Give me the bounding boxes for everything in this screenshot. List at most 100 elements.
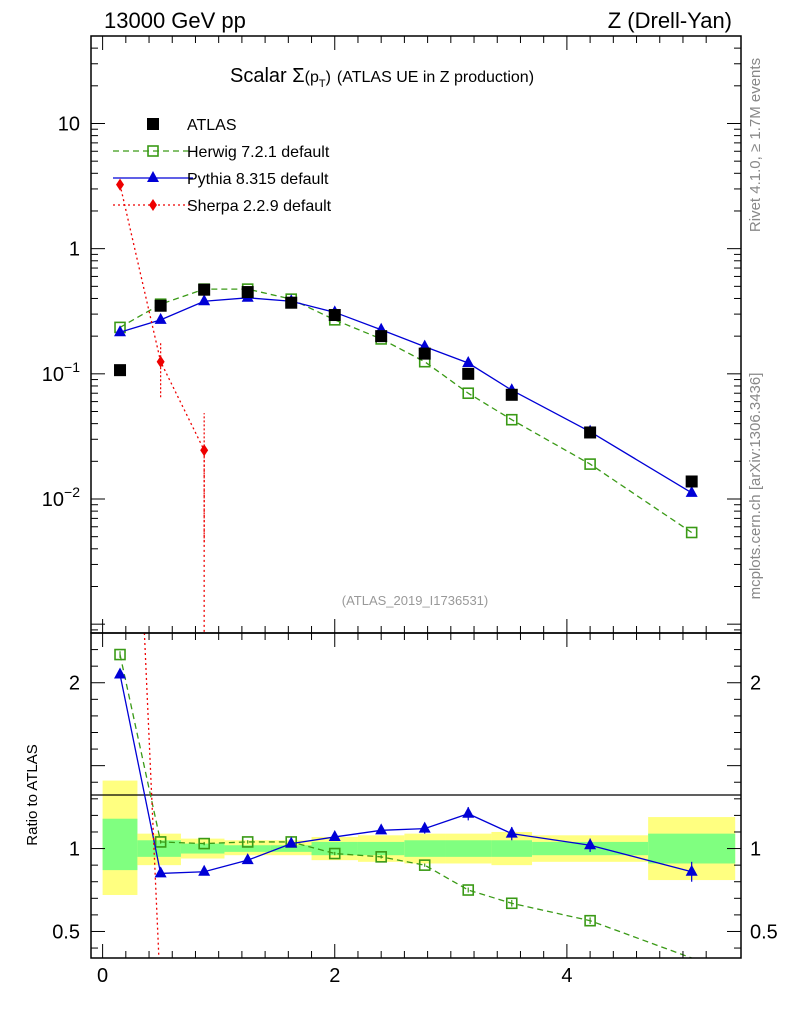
ratio-point [154, 866, 167, 878]
ratio-y-tick-label: 2 [69, 673, 80, 695]
title-paren-close: ) [326, 69, 331, 86]
y-tick-exp: −1 [64, 359, 80, 375]
ratio-line [119, 654, 692, 959]
legend-entry-pythia: Pythia 8.315 default [113, 171, 329, 188]
ratio-point [154, 836, 167, 848]
data-point [200, 444, 209, 457]
ratio-point [198, 837, 210, 850]
ratio-point [241, 853, 254, 865]
legend-label: Herwig 7.2.1 default [187, 144, 330, 161]
ratio-band-green [445, 840, 492, 857]
ratio-point [505, 826, 518, 838]
y-tick-label: 1 [69, 239, 80, 261]
data-point [116, 178, 125, 191]
ratio-point [462, 806, 475, 818]
data-point [198, 294, 211, 306]
legend-marker [147, 145, 159, 157]
ratio-band-green [404, 840, 446, 857]
y-tick-label: 10−2 [42, 484, 80, 511]
legend-label: ATLAS [187, 117, 237, 134]
series-line [119, 288, 693, 534]
title-prefix: Scalar [230, 65, 292, 87]
data-point [418, 347, 431, 360]
ratio-band-green [137, 840, 181, 857]
series-sherpa [116, 178, 209, 633]
data-point [685, 475, 698, 488]
title-suffix: (ATLAS UE in Z production) [337, 69, 534, 86]
ratio-series-herwig [114, 648, 692, 959]
y-tick-base: 10 [42, 489, 64, 511]
ratio-y-tick-label-right: 2 [750, 673, 761, 695]
series-atlas [114, 283, 698, 488]
legend-marker [149, 199, 157, 211]
ratio-line [119, 674, 692, 875]
data-point [285, 296, 298, 309]
ratio-band-green [224, 845, 271, 852]
ratio-y-tick-label-right: 1 [750, 839, 761, 861]
legend-label: Pythia 8.315 default [187, 171, 329, 188]
data-point [505, 413, 518, 426]
ratio-point [375, 823, 388, 835]
data-point [328, 309, 341, 322]
ratio-band-green [102, 818, 138, 871]
ratio-point [114, 648, 126, 661]
side-label-bottom: mcplots.cern.ch [arXiv:1306.3436] [747, 373, 764, 600]
data-point [154, 299, 167, 312]
ratio-point [418, 859, 431, 871]
ratio-line-sherpa [143, 632, 160, 959]
ratio-band-green [648, 833, 736, 864]
legend-entry-herwig: Herwig 7.2.1 default [113, 144, 330, 161]
ratio-point [584, 914, 596, 927]
ratio-point [375, 851, 387, 863]
data-point [114, 364, 127, 377]
ratio-point [328, 847, 341, 860]
data-point [462, 387, 475, 400]
title-sub: T [319, 78, 326, 90]
x-tick-label: 4 [561, 965, 572, 987]
x-tick-label: 2 [329, 965, 340, 987]
ratio-band-green [491, 840, 533, 857]
ratio-band-green [357, 841, 405, 856]
series-line [119, 297, 693, 494]
ratio-point [241, 836, 254, 848]
ratio-frame [90, 632, 742, 959]
series-herwig [114, 283, 698, 539]
data-point [584, 426, 597, 439]
data-point [154, 312, 167, 324]
y-tick-label: 10−1 [42, 359, 80, 386]
ratio-series-pythia [114, 667, 698, 882]
x-tick-label: 0 [97, 965, 108, 987]
ratio-panel: 0 2 4 0.5 0.5 1 1 2 2 Ratio to ATLAS [24, 632, 778, 987]
legend-marker [147, 171, 159, 182]
header-right: Z (Drell-Yan) [608, 8, 732, 33]
ratio-y-tick-label-right: 0.5 [750, 921, 778, 943]
ratio-point [462, 884, 475, 896]
chart-title: Scalar Σ(pT) (ATLAS UE in Z production) [230, 65, 534, 90]
ratio-y-tick-label: 0.5 [52, 921, 80, 943]
ratio-point [685, 864, 698, 876]
ratio-band-green [270, 845, 312, 852]
ratio-point [114, 667, 127, 679]
data-point [375, 330, 388, 343]
y-tick-exp: −2 [64, 484, 80, 500]
data-point [114, 325, 127, 337]
data-point [462, 367, 475, 380]
data-point [685, 526, 698, 539]
data-point [462, 356, 475, 368]
data-point [156, 355, 165, 368]
analysis-ref-label: (ATLAS_2019_I1736531) [342, 593, 488, 608]
header-left: 13000 GeV pp [104, 8, 246, 33]
ratio-point [505, 897, 518, 910]
legend-entry-atlas: ATLAS [147, 117, 237, 134]
y-tick-label: 10 [58, 113, 80, 135]
legend-marker [147, 118, 159, 130]
title-paren-open: (p [305, 69, 319, 86]
ratio-ylabel: Ratio to ATLAS [24, 744, 41, 845]
ratio-point [198, 864, 211, 876]
data-point [241, 286, 254, 299]
data-point [505, 388, 518, 401]
series-line [119, 184, 205, 633]
legend-label: Sherpa 2.2.9 default [187, 198, 332, 215]
ratio-y-tick-label: 1 [69, 839, 80, 861]
